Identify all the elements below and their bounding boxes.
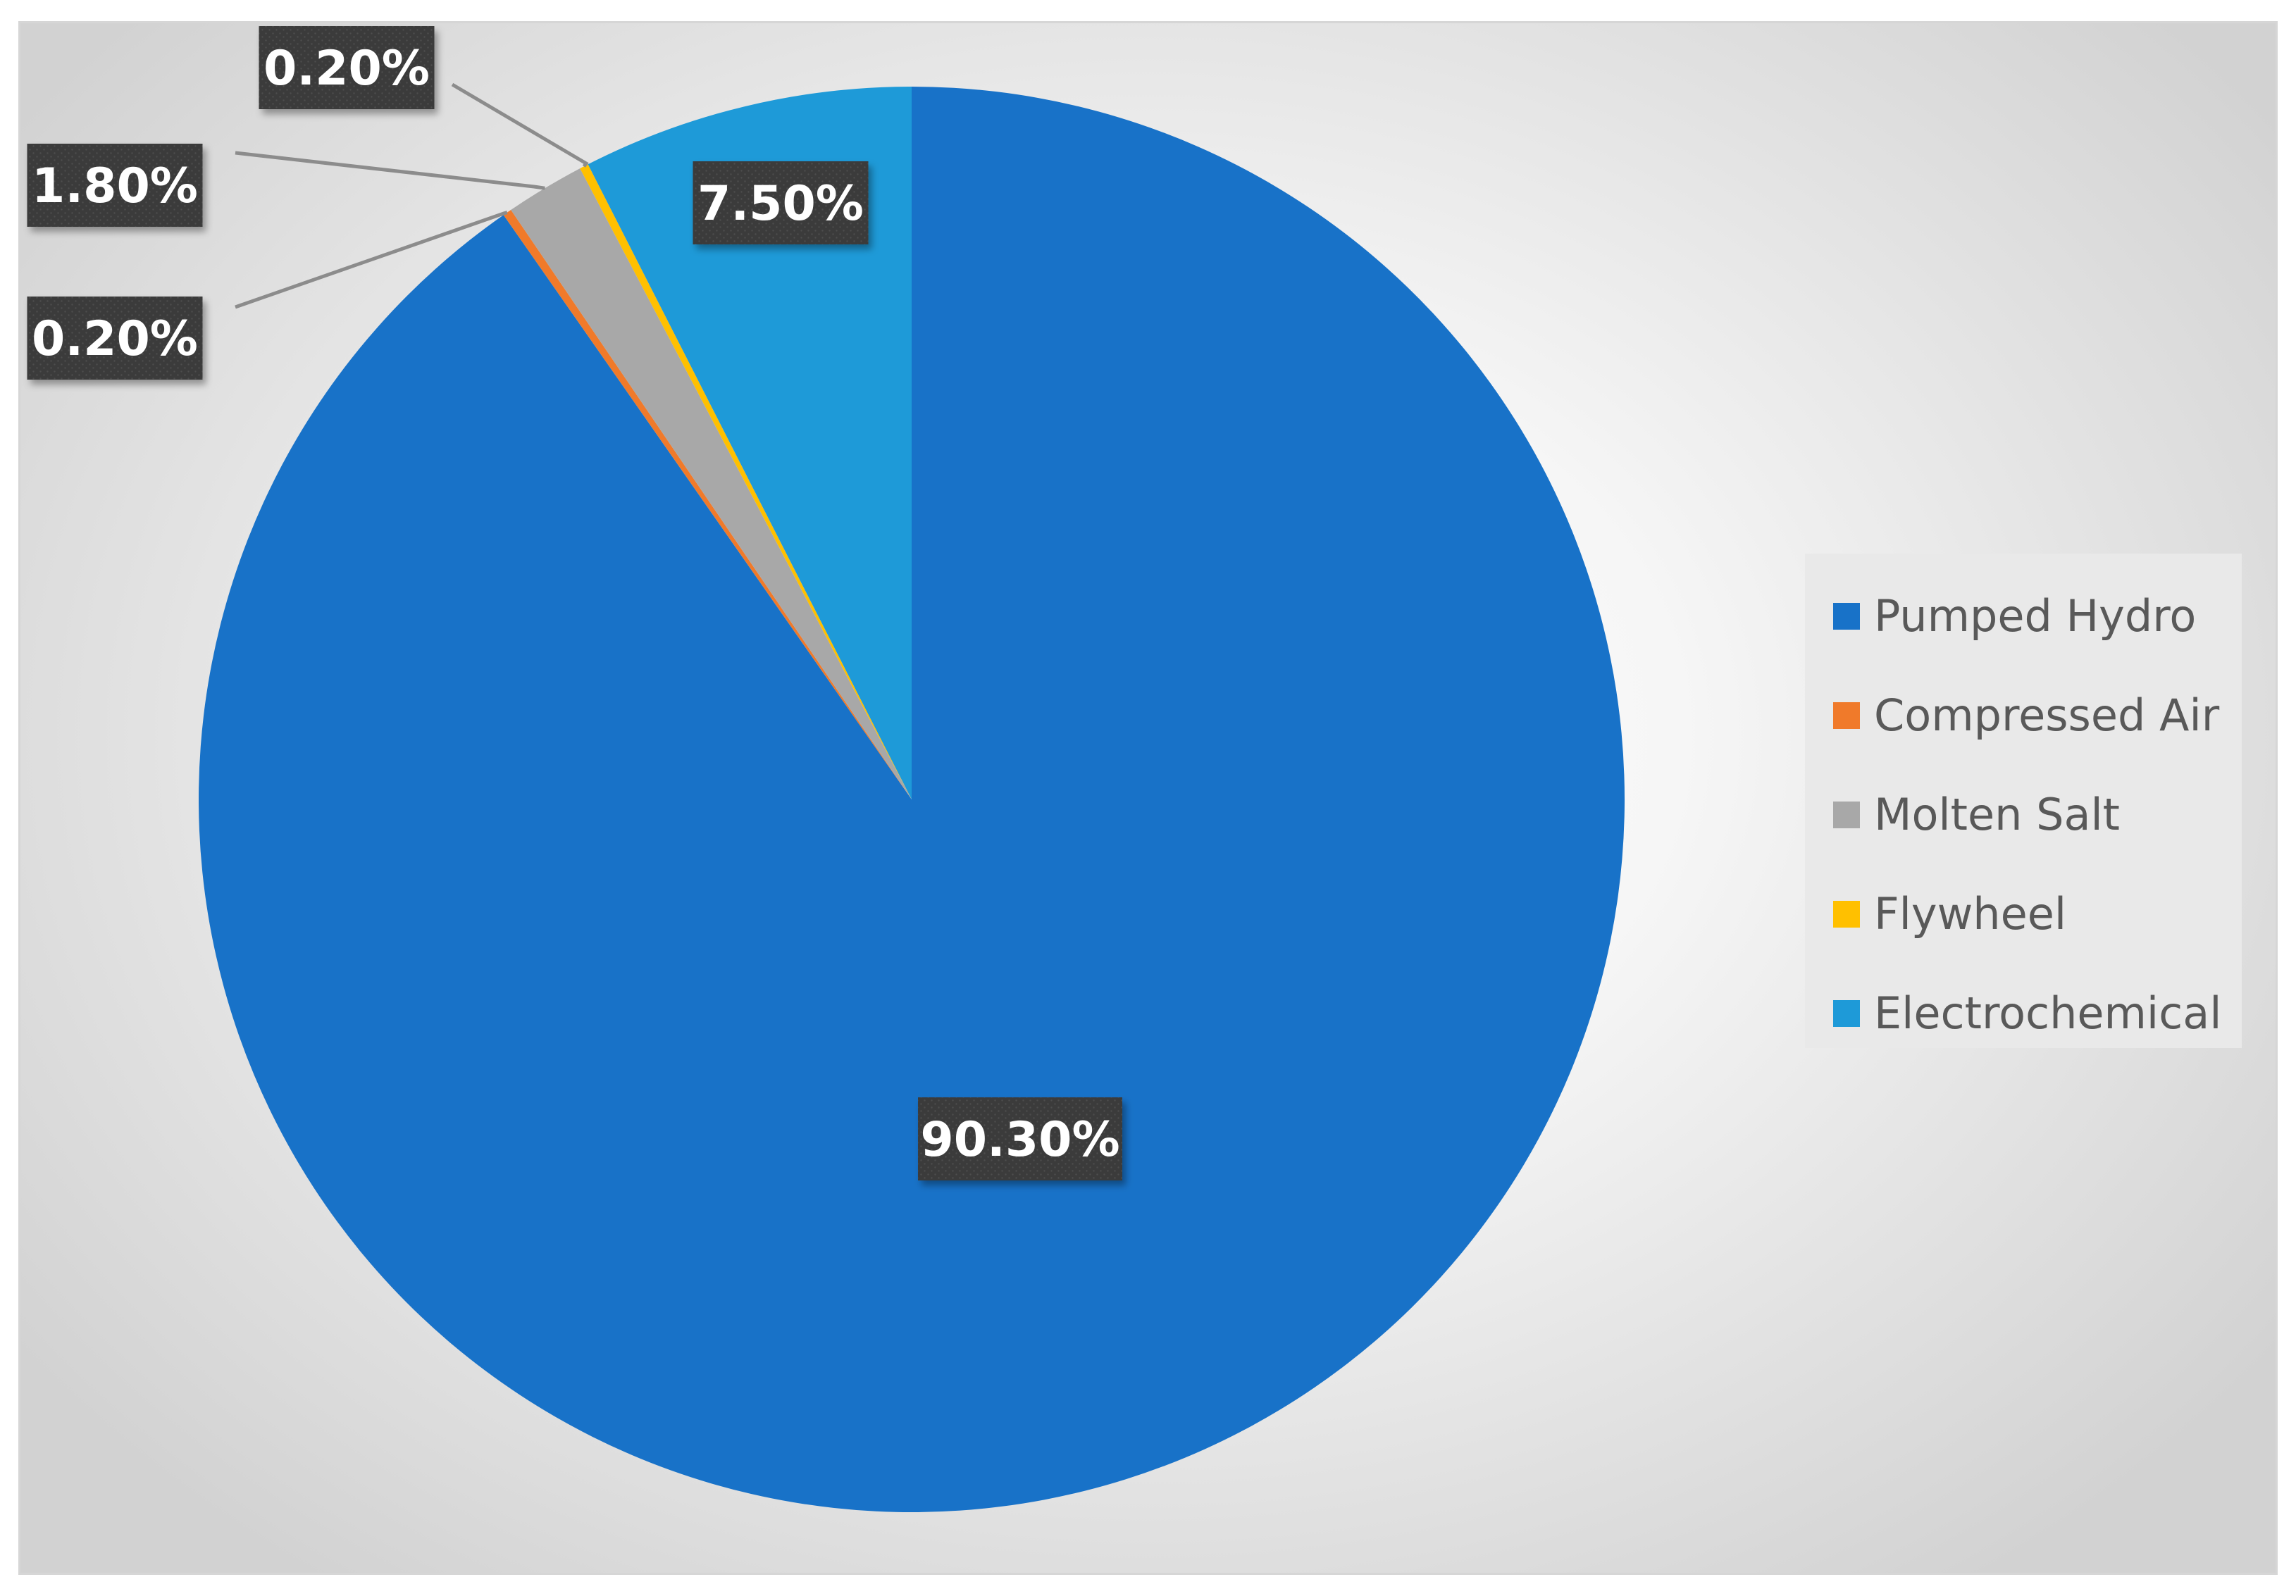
data-label-text: 1.80% bbox=[32, 158, 198, 214]
legend-label: Compressed Air bbox=[1874, 690, 2220, 741]
legend-swatch bbox=[1833, 999, 1860, 1027]
pie-slice-molten-salt bbox=[511, 168, 912, 799]
data-label-text: 0.20% bbox=[32, 311, 198, 367]
data-label-pumped-hydro: 90.30% bbox=[918, 1097, 1122, 1180]
pie-slice-electrochemical bbox=[588, 87, 912, 799]
legend-item-electrochemical: Electrochemical bbox=[1833, 964, 2242, 1063]
legend-label: Molten Salt bbox=[1874, 789, 2120, 840]
data-label-box bbox=[27, 144, 203, 227]
legend-item-compressed-air: Compressed Air bbox=[1833, 666, 2242, 765]
legend-label: Flywheel bbox=[1874, 888, 2067, 940]
data-label-compressed-air: 0.20% bbox=[27, 297, 203, 380]
data-label-text: 0.20% bbox=[263, 41, 430, 96]
data-label-box bbox=[693, 161, 869, 244]
leader-line-compressed-air bbox=[235, 211, 508, 309]
data-label-text: 7.50% bbox=[697, 176, 864, 232]
pie-slice-pumped-hydro bbox=[199, 87, 1625, 1512]
data-label-box bbox=[27, 297, 203, 380]
legend-swatch bbox=[1833, 801, 1860, 828]
legend-item-pumped-hydro: Pumped Hydro bbox=[1833, 566, 2242, 666]
pie-slice-flywheel bbox=[580, 164, 912, 799]
data-label-text: 90.30% bbox=[920, 1112, 1119, 1168]
legend-swatch bbox=[1833, 900, 1860, 928]
legend-item-molten-salt: Molten Salt bbox=[1833, 765, 2242, 864]
data-label-box bbox=[259, 26, 435, 109]
leader-line-flywheel bbox=[451, 82, 589, 168]
data-label-flywheel: 0.20% bbox=[259, 26, 435, 109]
legend: Pumped Hydro Compressed Air Molten Salt Fly… bbox=[1805, 554, 2242, 1048]
legend-item-flywheel: Flywheel bbox=[1833, 864, 2242, 964]
legend-label: Electrochemical bbox=[1874, 987, 2222, 1039]
legend-label: Pumped Hydro bbox=[1874, 590, 2197, 642]
legend-swatch bbox=[1833, 602, 1860, 630]
data-label-electrochemical: 7.50% bbox=[693, 161, 869, 244]
data-label-box bbox=[918, 1097, 1122, 1180]
leader-line-molten-salt bbox=[235, 151, 545, 190]
pie-slice-compressed-air bbox=[503, 209, 912, 799]
legend-swatch bbox=[1833, 702, 1860, 729]
data-label-molten-salt: 1.80% bbox=[27, 144, 203, 227]
